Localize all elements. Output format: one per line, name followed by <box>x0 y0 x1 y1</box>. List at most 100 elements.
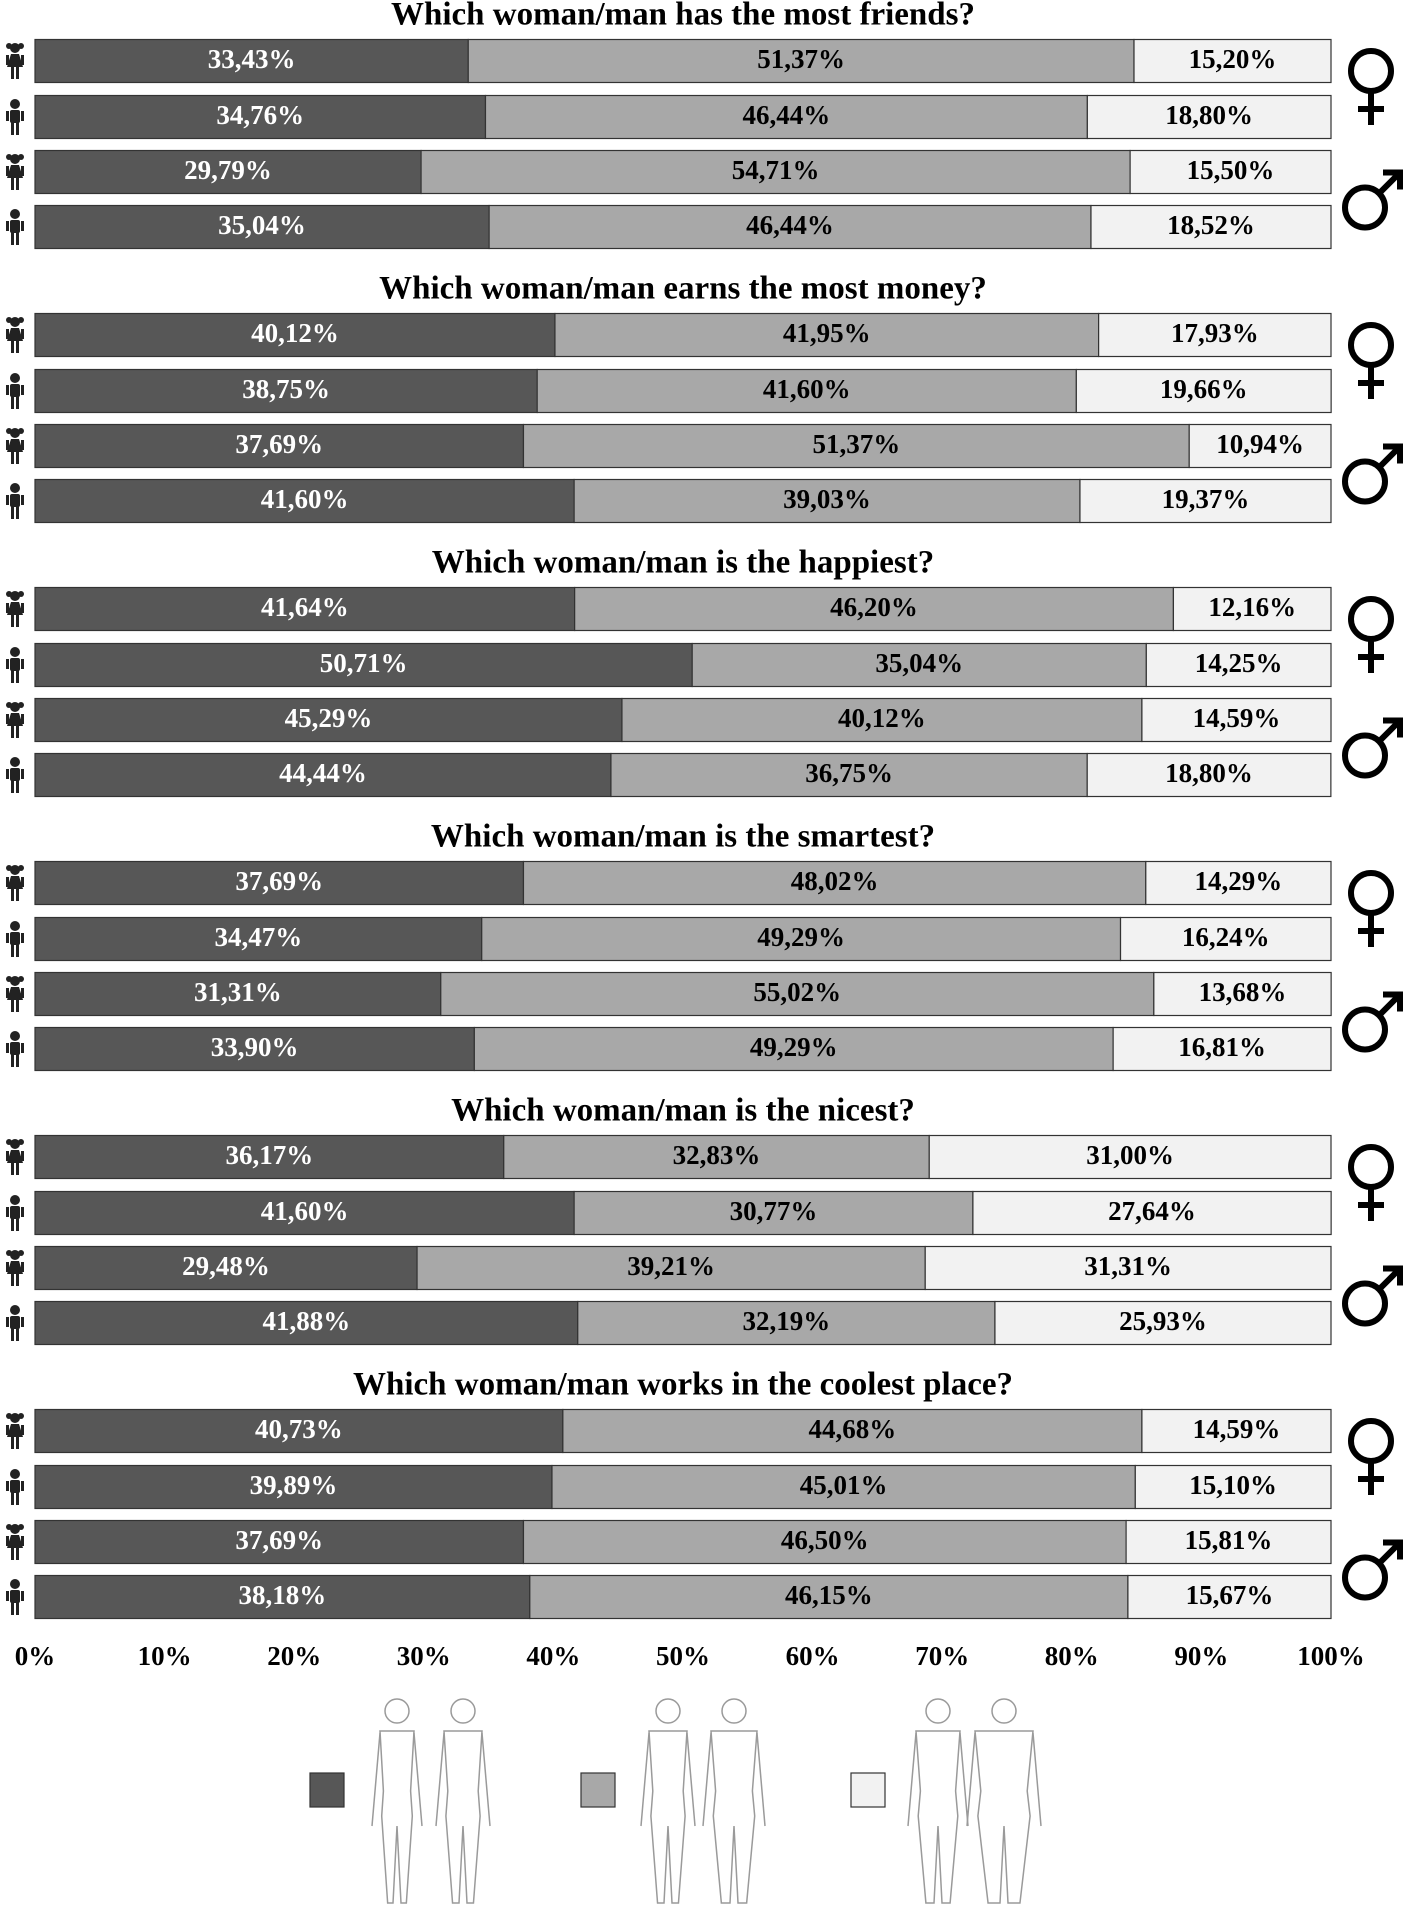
figure-arm <box>481 1732 491 1827</box>
figure-body <box>379 1730 415 1904</box>
icon-pigtail <box>6 702 12 708</box>
body-figure <box>907 1698 969 1904</box>
icon-pigtail <box>18 702 24 708</box>
icon-leg <box>16 1436 19 1449</box>
value-label: 45,29% <box>285 703 373 733</box>
bar-segment <box>484 94 1088 140</box>
boy-icon <box>6 483 24 519</box>
value-label: 54,71% <box>732 155 820 185</box>
body-figure <box>702 1698 766 1904</box>
icon-leg <box>11 1602 14 1615</box>
icon-arm <box>21 933 24 943</box>
figure-arm <box>1032 1732 1042 1827</box>
icon-body <box>7 165 23 178</box>
body-figure <box>966 1698 1042 1904</box>
figure-arm <box>966 1732 976 1827</box>
icon-pigtail <box>18 154 24 160</box>
figure-body <box>710 1730 758 1904</box>
value-label: 55,02% <box>753 977 841 1007</box>
icon-leg <box>16 1273 19 1286</box>
bar-segment <box>467 38 1135 84</box>
bar-segment <box>924 1245 1332 1291</box>
icon-body <box>10 1590 20 1603</box>
boy-icon <box>6 647 24 683</box>
bar-segment <box>536 368 1077 414</box>
boy-icon <box>6 1469 24 1505</box>
value-label: 41,88% <box>263 1306 351 1336</box>
icon-body <box>7 1424 23 1437</box>
icon-leg <box>11 506 14 519</box>
figure-arm <box>686 1732 696 1827</box>
value-label: 48,02% <box>791 866 879 896</box>
symbol-arrow <box>1376 169 1403 196</box>
icon-body <box>7 439 23 452</box>
icon-arm <box>6 603 9 613</box>
girl-icon <box>6 1413 24 1449</box>
bar-segment <box>573 478 1081 524</box>
icon-pigtail <box>18 1413 24 1419</box>
panel-title: Which woman/man earns the most money? <box>379 271 987 307</box>
icon-leg <box>11 451 14 464</box>
icon-body <box>7 713 23 726</box>
bar-segment <box>1172 586 1332 632</box>
boy-icon <box>6 1305 24 1341</box>
icon-head <box>10 1579 20 1589</box>
value-label: 18,52% <box>1167 210 1255 240</box>
male-symbol <box>1342 717 1403 779</box>
bar-segment <box>34 1190 575 1236</box>
bar-segment <box>1153 971 1332 1017</box>
bar-segment <box>1141 1408 1332 1454</box>
icon-arm <box>6 329 9 339</box>
x-tick-label: 90% <box>1174 1641 1228 1671</box>
value-label: 38,18% <box>239 1580 327 1610</box>
bar-segment <box>34 697 623 743</box>
value-label: 51,37% <box>757 44 845 74</box>
icon-leg <box>16 232 19 245</box>
icon-leg <box>16 1602 19 1615</box>
value-label: 10,94% <box>1216 429 1304 459</box>
value-label: 46,44% <box>743 100 831 130</box>
icon-head <box>10 976 20 986</box>
bar-segment <box>1119 916 1332 962</box>
bar-segment <box>34 1300 579 1346</box>
icon-leg <box>16 614 19 627</box>
value-label: 29,48% <box>182 1251 270 1281</box>
icon-leg <box>11 340 14 353</box>
bar-segment <box>1141 697 1332 743</box>
value-label: 18,80% <box>1165 100 1253 130</box>
symbol-ring <box>1348 48 1394 94</box>
value-label: 31,31% <box>1084 1251 1172 1281</box>
value-label: 15,67% <box>1186 1580 1274 1610</box>
value-label: 49,29% <box>757 922 845 952</box>
boy-icon <box>6 921 24 957</box>
icon-pigtail <box>6 43 12 49</box>
icon-body <box>10 220 20 233</box>
value-label: 16,81% <box>1178 1032 1266 1062</box>
bar-segment <box>34 642 693 688</box>
icon-head <box>10 1139 20 1149</box>
icon-arm <box>21 1317 24 1327</box>
symbol-ring <box>1342 1006 1388 1053</box>
figure-arm <box>371 1732 381 1827</box>
value-label: 18,80% <box>1165 758 1253 788</box>
icon-leg <box>16 506 19 519</box>
value-label: 19,66% <box>1160 374 1248 404</box>
icon-arm <box>6 988 9 998</box>
icon-body <box>10 384 20 397</box>
panel-title: Which woman/man is the smartest? <box>431 819 935 855</box>
icon-body <box>7 987 23 1000</box>
bar-segment <box>573 1190 974 1236</box>
icon-leg <box>16 1218 19 1231</box>
value-label: 50,71% <box>320 648 408 678</box>
bar-segment <box>522 860 1147 906</box>
icon-head <box>10 1524 20 1534</box>
bar-segment <box>1134 1464 1332 1510</box>
icon-arm <box>6 495 9 505</box>
icon-arm <box>21 111 24 121</box>
value-label: 39,03% <box>783 484 871 514</box>
icon-pigtail <box>18 428 24 434</box>
boy-icon <box>6 373 24 409</box>
female-symbol <box>1348 322 1394 399</box>
icon-leg <box>16 1547 19 1560</box>
female-symbol <box>1348 870 1394 947</box>
